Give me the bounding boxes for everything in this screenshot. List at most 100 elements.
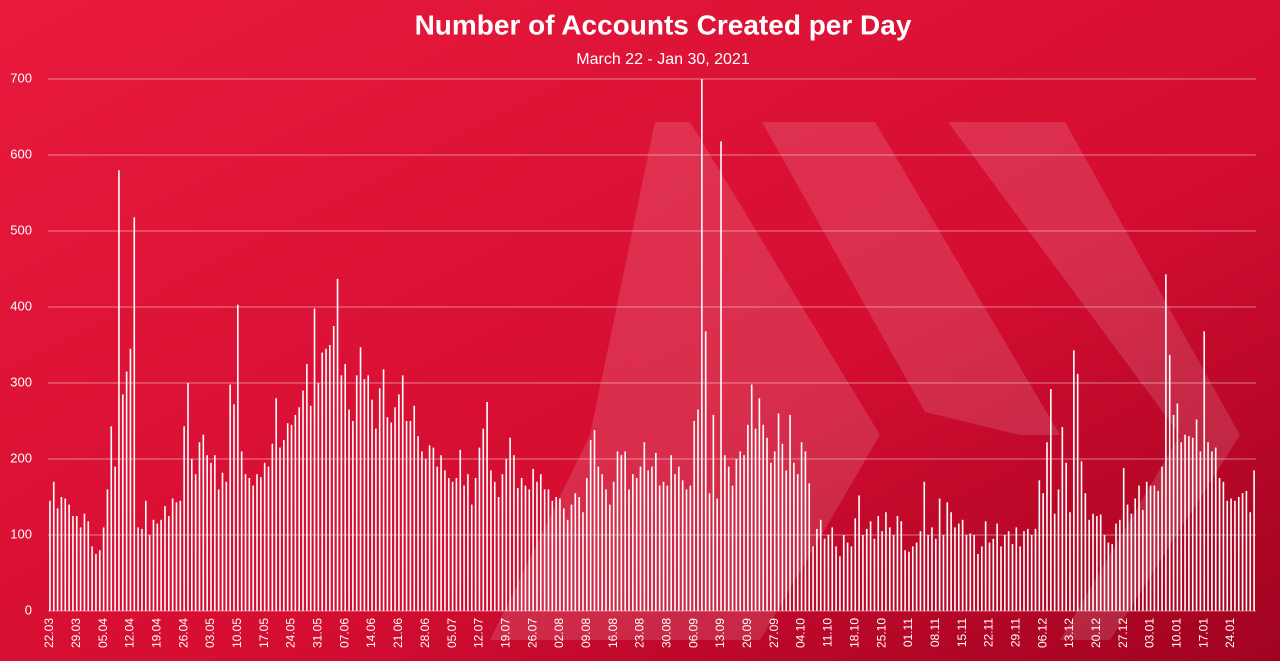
bar bbox=[865, 528, 868, 611]
bar bbox=[424, 459, 427, 611]
bar bbox=[1153, 485, 1156, 611]
x-tick-label: 23.08 bbox=[633, 618, 647, 648]
bar bbox=[1207, 442, 1209, 611]
bar bbox=[582, 512, 584, 611]
bar bbox=[885, 512, 887, 611]
bar bbox=[1130, 513, 1133, 611]
bar bbox=[1230, 498, 1232, 611]
bar bbox=[237, 304, 239, 611]
bar bbox=[290, 424, 293, 611]
bar bbox=[727, 466, 730, 611]
bar bbox=[79, 527, 82, 611]
bar bbox=[643, 442, 646, 611]
bar bbox=[317, 383, 320, 611]
bar bbox=[639, 466, 642, 611]
bar bbox=[1168, 354, 1171, 611]
bar bbox=[444, 470, 446, 611]
bar bbox=[1122, 468, 1125, 611]
bar bbox=[961, 519, 964, 611]
bar bbox=[467, 474, 469, 611]
x-tick-label: 10.05 bbox=[230, 618, 244, 648]
bar bbox=[1211, 451, 1213, 611]
bar bbox=[72, 516, 74, 611]
bar bbox=[1241, 493, 1244, 611]
bar bbox=[716, 498, 718, 611]
bar bbox=[620, 455, 623, 611]
y-tick-label: 0 bbox=[25, 602, 32, 617]
bar bbox=[854, 518, 857, 611]
bar bbox=[750, 384, 753, 611]
x-tick-label: 03.01 bbox=[1143, 618, 1157, 648]
bar bbox=[501, 474, 504, 611]
x-tick-label: 11.10 bbox=[821, 618, 835, 647]
bar bbox=[459, 449, 462, 611]
bar bbox=[313, 308, 316, 611]
bar bbox=[1027, 528, 1029, 611]
bar bbox=[735, 459, 738, 611]
y-tick-label: 400 bbox=[10, 298, 32, 313]
bar bbox=[156, 523, 159, 611]
bar bbox=[474, 478, 477, 611]
bar bbox=[981, 546, 983, 611]
bar bbox=[904, 550, 906, 611]
bar bbox=[1111, 544, 1113, 611]
bar bbox=[1214, 447, 1217, 611]
bar bbox=[160, 519, 162, 611]
bar bbox=[378, 388, 381, 611]
bar bbox=[1007, 531, 1010, 611]
bar bbox=[359, 347, 362, 611]
bar bbox=[781, 443, 784, 611]
bar bbox=[570, 504, 573, 611]
bar bbox=[1176, 403, 1179, 611]
bar bbox=[283, 440, 285, 611]
bar bbox=[394, 407, 396, 611]
bar bbox=[1157, 490, 1160, 611]
bar bbox=[417, 436, 419, 611]
bar bbox=[405, 421, 408, 611]
bar bbox=[91, 546, 93, 611]
bar bbox=[344, 364, 347, 611]
bar bbox=[202, 434, 205, 611]
y-tick-label: 700 bbox=[10, 70, 32, 85]
bar bbox=[877, 516, 880, 611]
x-tick-label: 24.05 bbox=[284, 618, 298, 648]
bar bbox=[628, 489, 630, 611]
bar bbox=[1180, 442, 1183, 611]
bar bbox=[68, 504, 70, 611]
bar bbox=[252, 485, 254, 611]
bar bbox=[892, 535, 895, 611]
x-tick-label: 24.01 bbox=[1223, 618, 1237, 648]
bar bbox=[800, 442, 803, 611]
bar bbox=[823, 538, 826, 611]
bar bbox=[302, 390, 304, 611]
bar bbox=[390, 422, 393, 611]
bar bbox=[340, 375, 343, 611]
x-tick-label: 20.12 bbox=[1089, 618, 1103, 648]
bar bbox=[662, 481, 665, 611]
x-tick-label: 04.10 bbox=[794, 618, 808, 648]
bar bbox=[210, 462, 212, 611]
bar bbox=[95, 554, 97, 611]
bar bbox=[747, 424, 749, 611]
bar bbox=[793, 462, 795, 611]
bar bbox=[846, 542, 849, 611]
bar bbox=[562, 508, 565, 611]
bar bbox=[83, 513, 86, 611]
x-tick-label: 05.07 bbox=[445, 618, 459, 648]
x-tick-label: 14.06 bbox=[364, 618, 378, 648]
bar bbox=[1145, 481, 1148, 611]
bar bbox=[371, 399, 373, 611]
bar bbox=[1011, 544, 1014, 611]
bar bbox=[1103, 535, 1106, 611]
bar bbox=[551, 500, 554, 611]
x-tick-label: 17.01 bbox=[1196, 618, 1210, 648]
bar bbox=[915, 542, 918, 611]
bar bbox=[401, 375, 404, 611]
x-tick-label: 01.11 bbox=[901, 618, 915, 647]
bar bbox=[681, 480, 684, 611]
x-tick-label: 21.06 bbox=[391, 618, 405, 648]
bar bbox=[191, 459, 193, 611]
bar bbox=[743, 455, 745, 611]
bar bbox=[528, 489, 531, 611]
